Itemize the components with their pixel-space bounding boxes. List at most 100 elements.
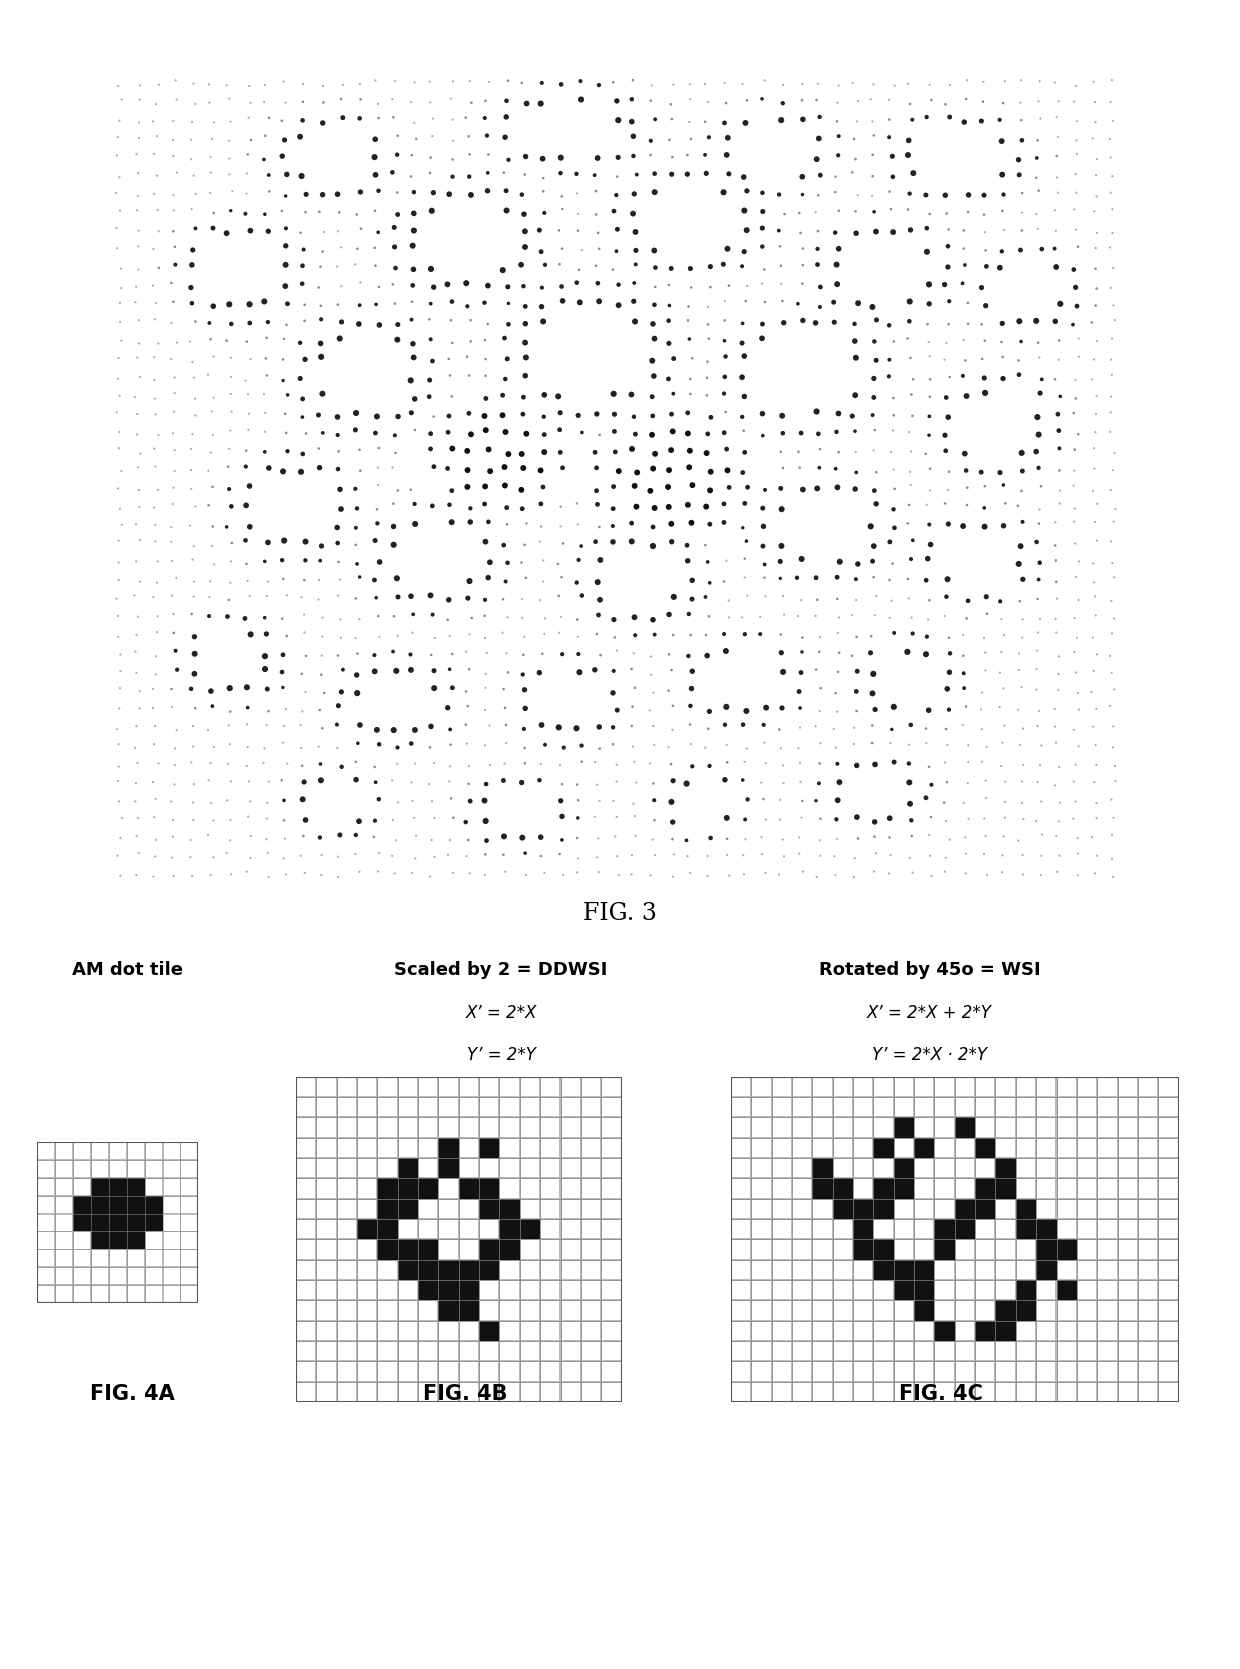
Point	[273, 345, 293, 372]
Point	[1049, 643, 1069, 669]
Point	[844, 125, 864, 152]
Point	[1086, 603, 1106, 629]
Point	[900, 845, 920, 871]
Point	[991, 753, 1011, 779]
Point	[329, 456, 348, 482]
Point	[439, 402, 459, 429]
Bar	[1017, 1260, 1035, 1278]
Point	[494, 676, 513, 703]
Point	[861, 85, 880, 112]
Point	[1045, 217, 1065, 244]
Point	[880, 195, 900, 222]
Bar	[399, 1180, 417, 1198]
Point	[900, 217, 920, 244]
Point	[239, 73, 259, 100]
Point	[480, 713, 500, 739]
Point	[443, 674, 463, 701]
Point	[1032, 366, 1052, 392]
Point	[295, 292, 315, 319]
Point	[645, 274, 665, 300]
Bar	[145, 1213, 162, 1232]
Point	[1065, 274, 1085, 300]
Bar	[1099, 1302, 1116, 1320]
Point	[771, 107, 791, 134]
Point	[143, 676, 162, 703]
Point	[126, 659, 146, 686]
Point	[696, 142, 715, 169]
Point	[239, 582, 259, 609]
Bar	[479, 1260, 500, 1280]
Point	[126, 861, 146, 888]
Point	[330, 199, 350, 225]
Point	[992, 606, 1012, 633]
Point	[294, 237, 314, 264]
Point	[161, 529, 181, 556]
Point	[604, 68, 624, 95]
Point	[774, 769, 794, 796]
Point	[698, 843, 718, 870]
Bar	[181, 1178, 197, 1195]
Bar	[833, 1078, 852, 1097]
Point	[200, 567, 219, 594]
Point	[403, 619, 423, 646]
Point	[222, 492, 242, 519]
Point	[460, 567, 480, 594]
Bar	[997, 1382, 1014, 1400]
Point	[589, 824, 609, 851]
Bar	[378, 1342, 397, 1360]
Point	[662, 160, 682, 187]
Point	[419, 384, 439, 411]
Bar	[398, 1158, 418, 1178]
Point	[258, 529, 278, 556]
Point	[717, 90, 737, 117]
Bar	[126, 1232, 145, 1250]
Point	[806, 656, 826, 683]
Point	[645, 179, 665, 205]
Point	[957, 474, 977, 501]
Point	[382, 454, 402, 481]
Point	[144, 436, 164, 462]
Point	[644, 713, 663, 739]
Point	[848, 88, 868, 115]
Point	[901, 604, 921, 631]
Bar	[460, 1180, 479, 1198]
Bar	[541, 1158, 559, 1177]
Bar	[358, 1138, 377, 1157]
Bar	[976, 1220, 994, 1238]
Bar	[915, 1322, 934, 1340]
Bar	[358, 1118, 377, 1137]
Point	[254, 147, 274, 174]
Point	[954, 621, 973, 648]
Point	[165, 234, 185, 260]
Bar	[732, 1382, 750, 1400]
Point	[994, 68, 1014, 95]
Bar	[997, 1280, 1014, 1298]
Point	[955, 674, 975, 701]
Point	[404, 68, 424, 95]
Point	[883, 417, 903, 444]
Point	[774, 72, 794, 98]
Point	[186, 90, 206, 117]
Point	[1086, 145, 1106, 172]
Point	[1068, 679, 1087, 706]
Point	[107, 716, 126, 743]
Point	[368, 219, 388, 245]
Point	[327, 514, 347, 541]
Point	[1064, 255, 1084, 282]
Bar	[521, 1362, 539, 1380]
Point	[144, 584, 164, 611]
Point	[516, 362, 536, 389]
Point	[1013, 606, 1033, 633]
Bar	[1058, 1280, 1076, 1298]
Point	[624, 639, 644, 666]
Point	[238, 381, 258, 407]
Point	[792, 788, 812, 814]
Point	[697, 439, 717, 466]
Bar	[935, 1302, 954, 1320]
Point	[165, 457, 185, 484]
Point	[164, 399, 184, 426]
Point	[351, 87, 371, 113]
Point	[680, 437, 699, 464]
Point	[440, 85, 460, 112]
Bar	[956, 1342, 975, 1360]
